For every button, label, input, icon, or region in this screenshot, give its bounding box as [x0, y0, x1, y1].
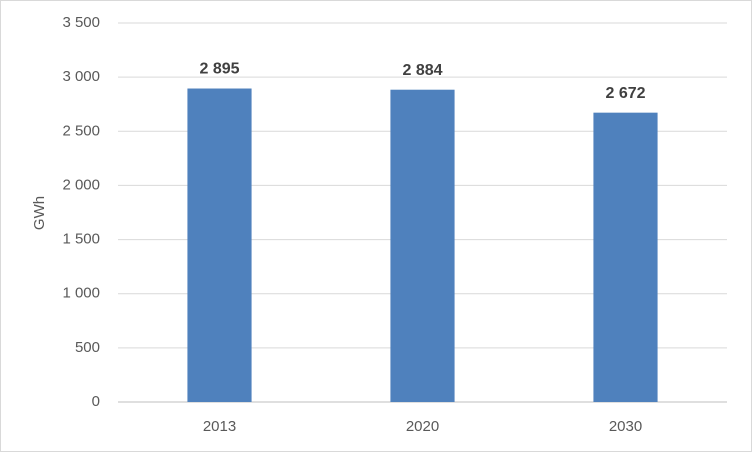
value-label: 2 895: [199, 61, 239, 78]
bar: [593, 112, 658, 402]
value-label: 2 884: [402, 62, 442, 79]
y-tick-label: 2 500: [62, 122, 100, 139]
y-tick-label: 500: [75, 339, 100, 356]
y-tick-label: 3 500: [62, 14, 100, 31]
y-tick-label: 2 000: [62, 176, 100, 193]
y-tick-label: 3 000: [62, 68, 100, 85]
y-tick-label: 1 000: [62, 285, 100, 302]
y-tick-label: 0: [92, 393, 100, 410]
y-tick-label: 1 500: [62, 231, 100, 248]
x-tick-label: 2020: [406, 418, 439, 435]
bar: [187, 88, 252, 403]
x-tick-label: 2013: [203, 418, 236, 435]
bar: [390, 89, 455, 402]
value-label: 2 672: [605, 85, 645, 102]
x-tick-label: 2030: [609, 418, 642, 435]
y-axis-title: GWh: [31, 196, 48, 230]
